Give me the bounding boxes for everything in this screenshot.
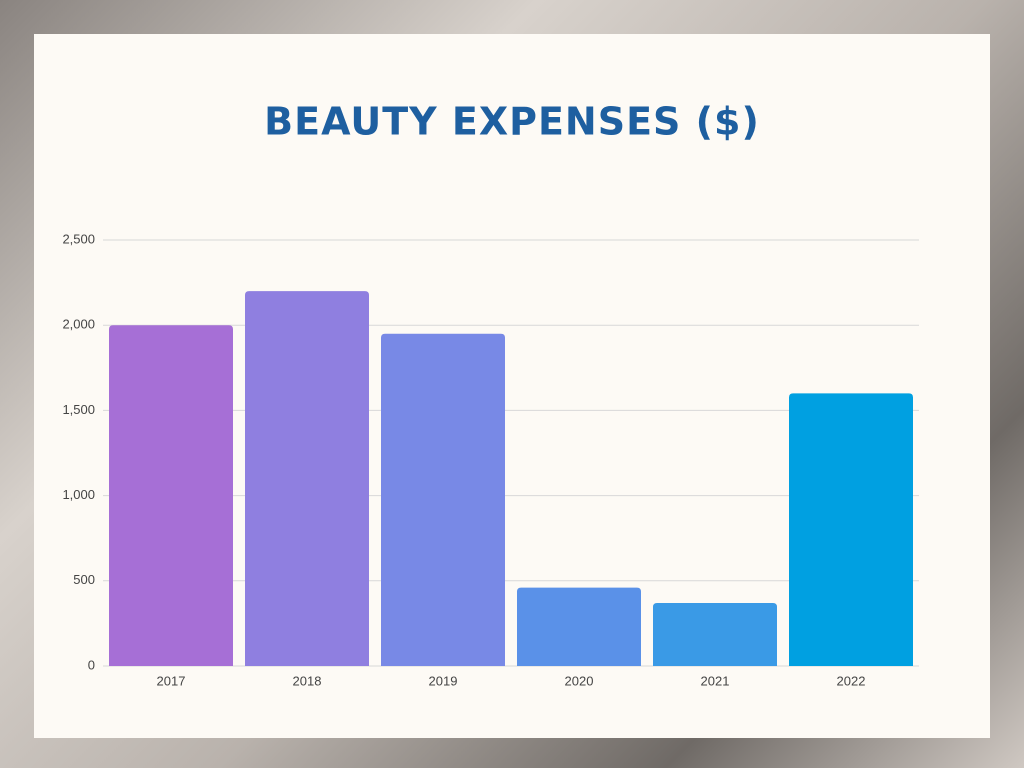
bar [653,602,777,666]
x-tick-label: 2021 [701,673,730,688]
x-tick-label: 2017 [157,673,186,688]
x-tick-label: 2022 [837,673,866,688]
y-tick-label: 500 [73,572,95,587]
bar [789,393,913,666]
y-tick-label: 2,000 [62,317,95,332]
bar [381,333,505,666]
bar [517,587,641,666]
y-tick-label: 1,000 [62,487,95,502]
x-tick-label: 2018 [293,673,322,688]
y-tick-label: 2,500 [62,231,95,246]
y-tick-label: 1,500 [62,402,95,417]
chart-title: BEAUTY EXPENSES ($) [264,100,760,144]
x-tick-label: 2019 [429,673,458,688]
x-tick-label: 2020 [565,673,594,688]
bar [245,291,369,666]
bar [109,325,233,666]
y-tick-label: 0 [88,657,95,672]
